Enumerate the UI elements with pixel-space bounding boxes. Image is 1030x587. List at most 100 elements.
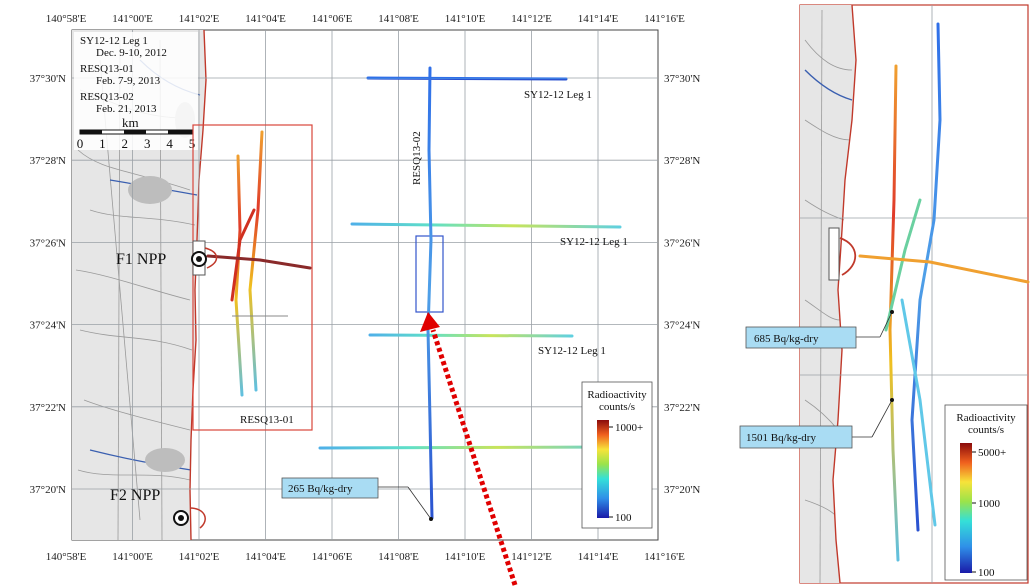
lon-label-2-top: 141°02'E <box>179 13 220 25</box>
legend-survey-1-date: Dec. 9-10, 2012 <box>96 47 167 59</box>
f2-npp-marker <box>173 507 206 529</box>
legend-survey-1: SY12-12 Leg 1 <box>80 35 148 47</box>
lat-label-0-right: 37°30'N <box>664 73 700 85</box>
survey-tracks <box>206 66 622 520</box>
scale-tick-5: 5 <box>189 136 196 151</box>
scale-tick-0: 0 <box>77 136 84 151</box>
track-resq01-b <box>248 130 264 392</box>
f1-npp-marker <box>191 240 218 276</box>
track-leg1-low <box>368 333 574 338</box>
lon-label-4-bottom: 141°06'E <box>312 551 353 563</box>
legend-survey-3: RESQ13-02 <box>80 91 134 103</box>
lat-label-2-right: 37°26'N <box>664 237 700 249</box>
callout-685-text: 685 Bq/kg-dry <box>754 333 819 345</box>
track-label-leg1-top: SY12-12 Leg 1 <box>524 89 592 101</box>
inset-track-e <box>858 254 1030 284</box>
f2-npp-label: F2 NPP <box>110 487 160 504</box>
lat-label-3-right: 37°24'N <box>664 320 700 332</box>
inset-legend-min: 100 <box>978 567 995 579</box>
lon-label-8-top: 141°14'E <box>578 13 619 25</box>
main-colorbar <box>597 420 609 518</box>
callout-1501-text: 1501 Bq/kg-dry <box>746 432 816 444</box>
lon-label-7-top: 141°12'E <box>511 13 552 25</box>
inset-legend-title: Radioactivity <box>956 412 1016 424</box>
lon-label-7-bottom: 141°12'E <box>511 551 552 563</box>
main-legend-units: counts/s <box>599 401 635 413</box>
inset-track-a <box>888 64 900 562</box>
lat-label-2-left: 37°26'N <box>30 237 66 249</box>
inset-tracks <box>858 22 1030 562</box>
lon-label-5-top: 141°08'E <box>378 13 419 25</box>
track-leg1-bottom <box>318 445 618 450</box>
main-color-legend: Radioactivity counts/s 1000+ 100 <box>581 381 653 529</box>
inset-npp-marker <box>828 227 857 281</box>
lat-label-5-right: 37°20'N <box>664 484 700 496</box>
lon-labels-top: 140°58'E 141°00'E 141°02'E 141°04'E 141°06'E… <box>46 13 685 25</box>
lat-label-1-right: 37°28'N <box>664 155 700 167</box>
inset-land-features <box>804 9 853 584</box>
land-area <box>72 30 206 540</box>
lon-label-8-bottom: 141°14'E <box>578 551 619 563</box>
coastline <box>189 29 207 541</box>
lon-label-4-top: 141°06'E <box>312 13 353 25</box>
track-label-resq01: RESQ13-01 <box>240 414 294 426</box>
scale-tick-4: 4 <box>166 136 173 151</box>
scale-tick-1: 1 <box>99 136 106 151</box>
lon-label-5-bottom: 141°08'E <box>378 551 419 563</box>
lat-labels-left: 37°30'N 37°28'N 37°26'N 37°24'N 37°22'N 37°20… <box>30 73 66 496</box>
lon-label-9-bottom: 141°16'E <box>644 551 685 563</box>
lat-label-3-left: 37°24'N <box>30 320 66 332</box>
inset-map: 685 Bq/kg-dry 1501 Bq/kg-dry Radioactivi… <box>739 4 1030 584</box>
lat-label-1-left: 37°28'N <box>30 155 66 167</box>
legend-survey-3-date: Feb. 21, 2013 <box>96 103 157 115</box>
sample-callout-265: 265 Bq/kg-dry <box>281 477 433 521</box>
track-label-leg1-mid: SY12-12 Leg 1 <box>560 236 628 248</box>
lon-label-6-top: 141°10'E <box>445 13 486 25</box>
lon-label-2-bottom: 141°02'E <box>179 551 220 563</box>
lat-label-0-left: 37°30'N <box>30 73 66 85</box>
lon-labels-bottom: 140°58'E 141°00'E 141°02'E 141°04'E 141°06'E… <box>46 551 685 563</box>
lat-label-4-right: 37°22'N <box>664 402 700 414</box>
lat-labels-right: 37°30'N 37°28'N 37°26'N 37°24'N 37°22'N 37°20… <box>664 73 700 496</box>
lon-label-1-bottom: 141°00'E <box>112 551 153 563</box>
track-resq01-c <box>230 208 256 302</box>
scale-tick-3: 3 <box>144 136 151 151</box>
lon-label-6-bottom: 141°10'E <box>445 551 486 563</box>
inset-coastline <box>832 4 857 584</box>
inset-river <box>804 69 853 101</box>
track-label-leg1-low: SY12-12 Leg 1 <box>538 345 606 357</box>
callout-265-text: 265 Bq/kg-dry <box>288 483 353 495</box>
inset-callout-685: 685 Bq/kg-dry <box>745 310 894 349</box>
inset-track-b <box>910 22 942 532</box>
main-map: SY12-12 Leg 1 Dec. 9-10, 2012 RESQ13-01 … <box>30 13 701 563</box>
main-legend-max: 1000+ <box>615 422 643 434</box>
main-legend-min: 100 <box>615 512 632 524</box>
legend-survey-2-date: Feb. 7-9, 2013 <box>96 75 161 87</box>
graticule <box>72 30 658 540</box>
main-legend-title: Radioactivity <box>587 389 647 401</box>
inset-color-legend: Radioactivity counts/s 5000+ 1000 100 <box>944 404 1028 581</box>
resq13-01-area-box <box>192 124 313 431</box>
inset-legend-units: counts/s <box>968 424 1004 436</box>
lon-label-3-top: 141°04'E <box>245 13 286 25</box>
scale-tick-2: 2 <box>122 136 129 151</box>
inset-callout-1501: 1501 Bq/kg-dry <box>739 398 894 449</box>
track-label-resq02: RESQ13-02 <box>411 131 423 185</box>
inset-legend-mid: 1000 <box>978 498 1001 510</box>
scale-unit: km <box>122 115 139 130</box>
zoom-arrow <box>420 312 518 586</box>
inset-colorbar <box>960 443 972 573</box>
track-leg1-mid <box>350 222 622 229</box>
legend-survey-2: RESQ13-01 <box>80 63 134 75</box>
lat-label-4-left: 37°22'N <box>30 402 66 414</box>
lon-label-3-bottom: 141°04'E <box>245 551 286 563</box>
track-resq02 <box>426 66 434 520</box>
lon-label-0-top: 140°58'E <box>46 13 87 25</box>
track-resq01-d <box>206 254 312 270</box>
lat-label-5-left: 37°20'N <box>30 484 66 496</box>
inset-track-d <box>900 298 937 527</box>
lon-label-1-top: 141°00'E <box>112 13 153 25</box>
lon-label-0-bottom: 140°58'E <box>46 551 87 563</box>
